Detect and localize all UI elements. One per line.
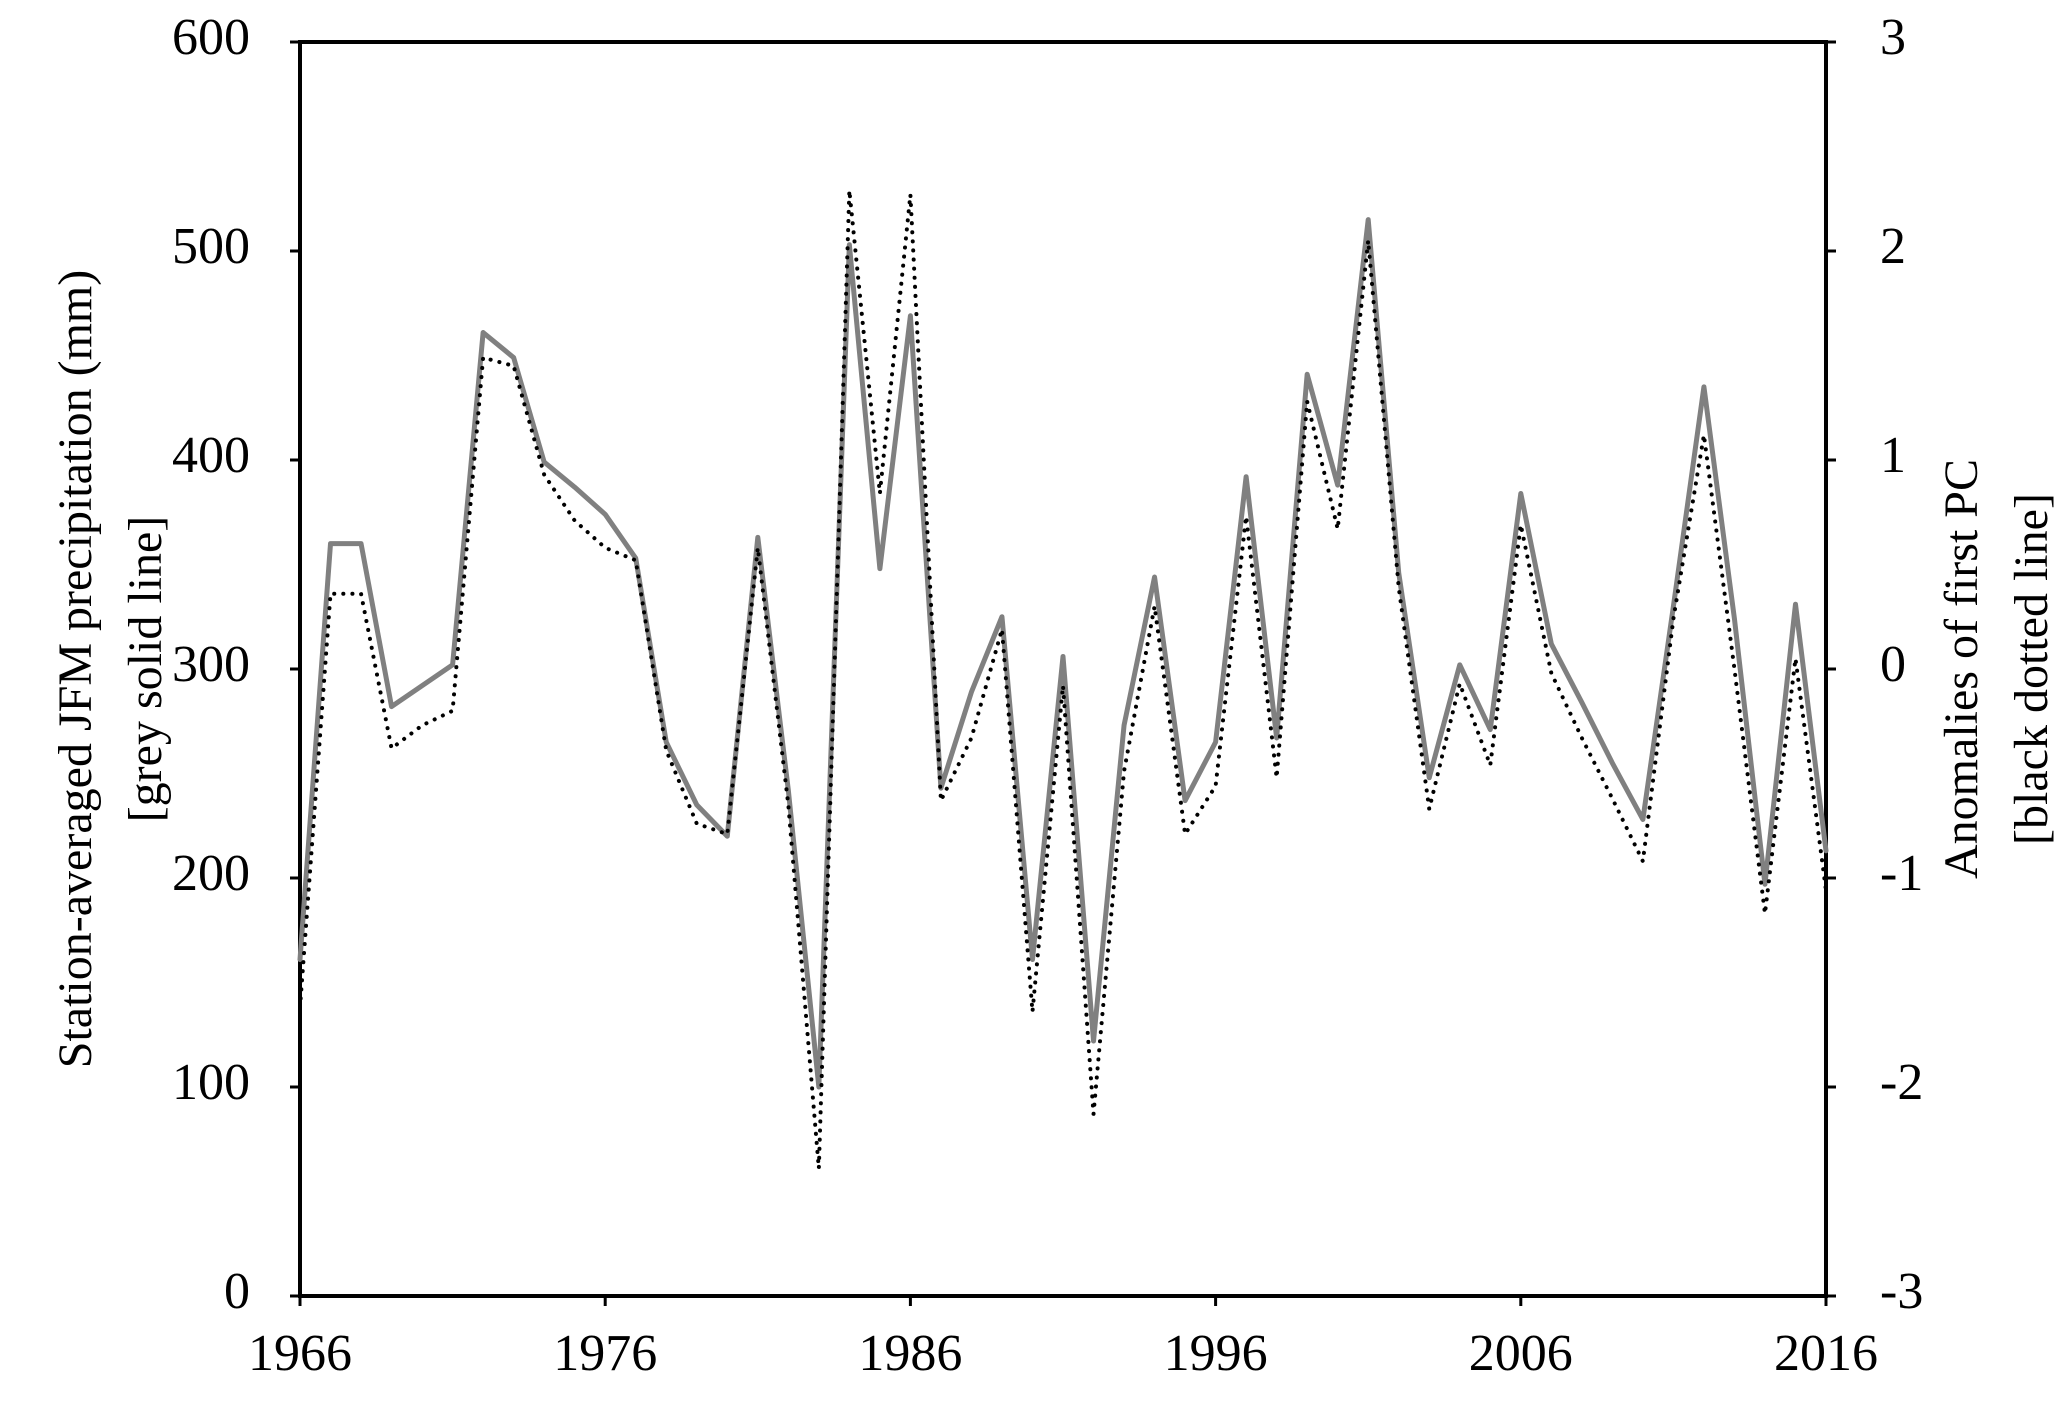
y-tick-label: 600 bbox=[172, 9, 250, 66]
x-tick-label: 1986 bbox=[858, 1325, 962, 1382]
x-tick-label: 1966 bbox=[248, 1325, 352, 1382]
y2-tick-label: 2 bbox=[1880, 218, 1906, 275]
y-tick-label: 200 bbox=[172, 845, 250, 902]
y2-tick-label: -2 bbox=[1880, 1054, 1923, 1111]
y2-axis-title: [black dotted line] bbox=[2005, 493, 2058, 845]
x-tick-label: 2006 bbox=[1469, 1325, 1573, 1382]
y2-tick-label: 3 bbox=[1880, 9, 1906, 66]
y-tick-label: 100 bbox=[172, 1054, 250, 1111]
x-tick-label: 1976 bbox=[553, 1325, 657, 1382]
y2-axis-title: Anomalies of first PC bbox=[1935, 459, 1988, 879]
x-tick-label: 1996 bbox=[1164, 1325, 1268, 1382]
y-axis-title: Station-averaged JFM precipitation (mm) bbox=[49, 270, 102, 1068]
data-line bbox=[297, 217, 1829, 1090]
x-tick-label: 2016 bbox=[1774, 1325, 1878, 1382]
y2-tick-label: 1 bbox=[1880, 427, 1906, 484]
y-tick-label: 300 bbox=[172, 636, 250, 693]
y2-tick-label: -3 bbox=[1880, 1263, 1923, 1320]
data-line bbox=[298, 188, 1828, 1171]
y-tick-label: 400 bbox=[172, 427, 250, 484]
y2-tick-label: 0 bbox=[1880, 636, 1906, 693]
y-tick-label: 500 bbox=[172, 218, 250, 275]
y-tick-label: 0 bbox=[224, 1263, 250, 1320]
y-axis-title: [grey solid line] bbox=[119, 516, 172, 823]
y2-tick-label: -1 bbox=[1880, 845, 1923, 902]
